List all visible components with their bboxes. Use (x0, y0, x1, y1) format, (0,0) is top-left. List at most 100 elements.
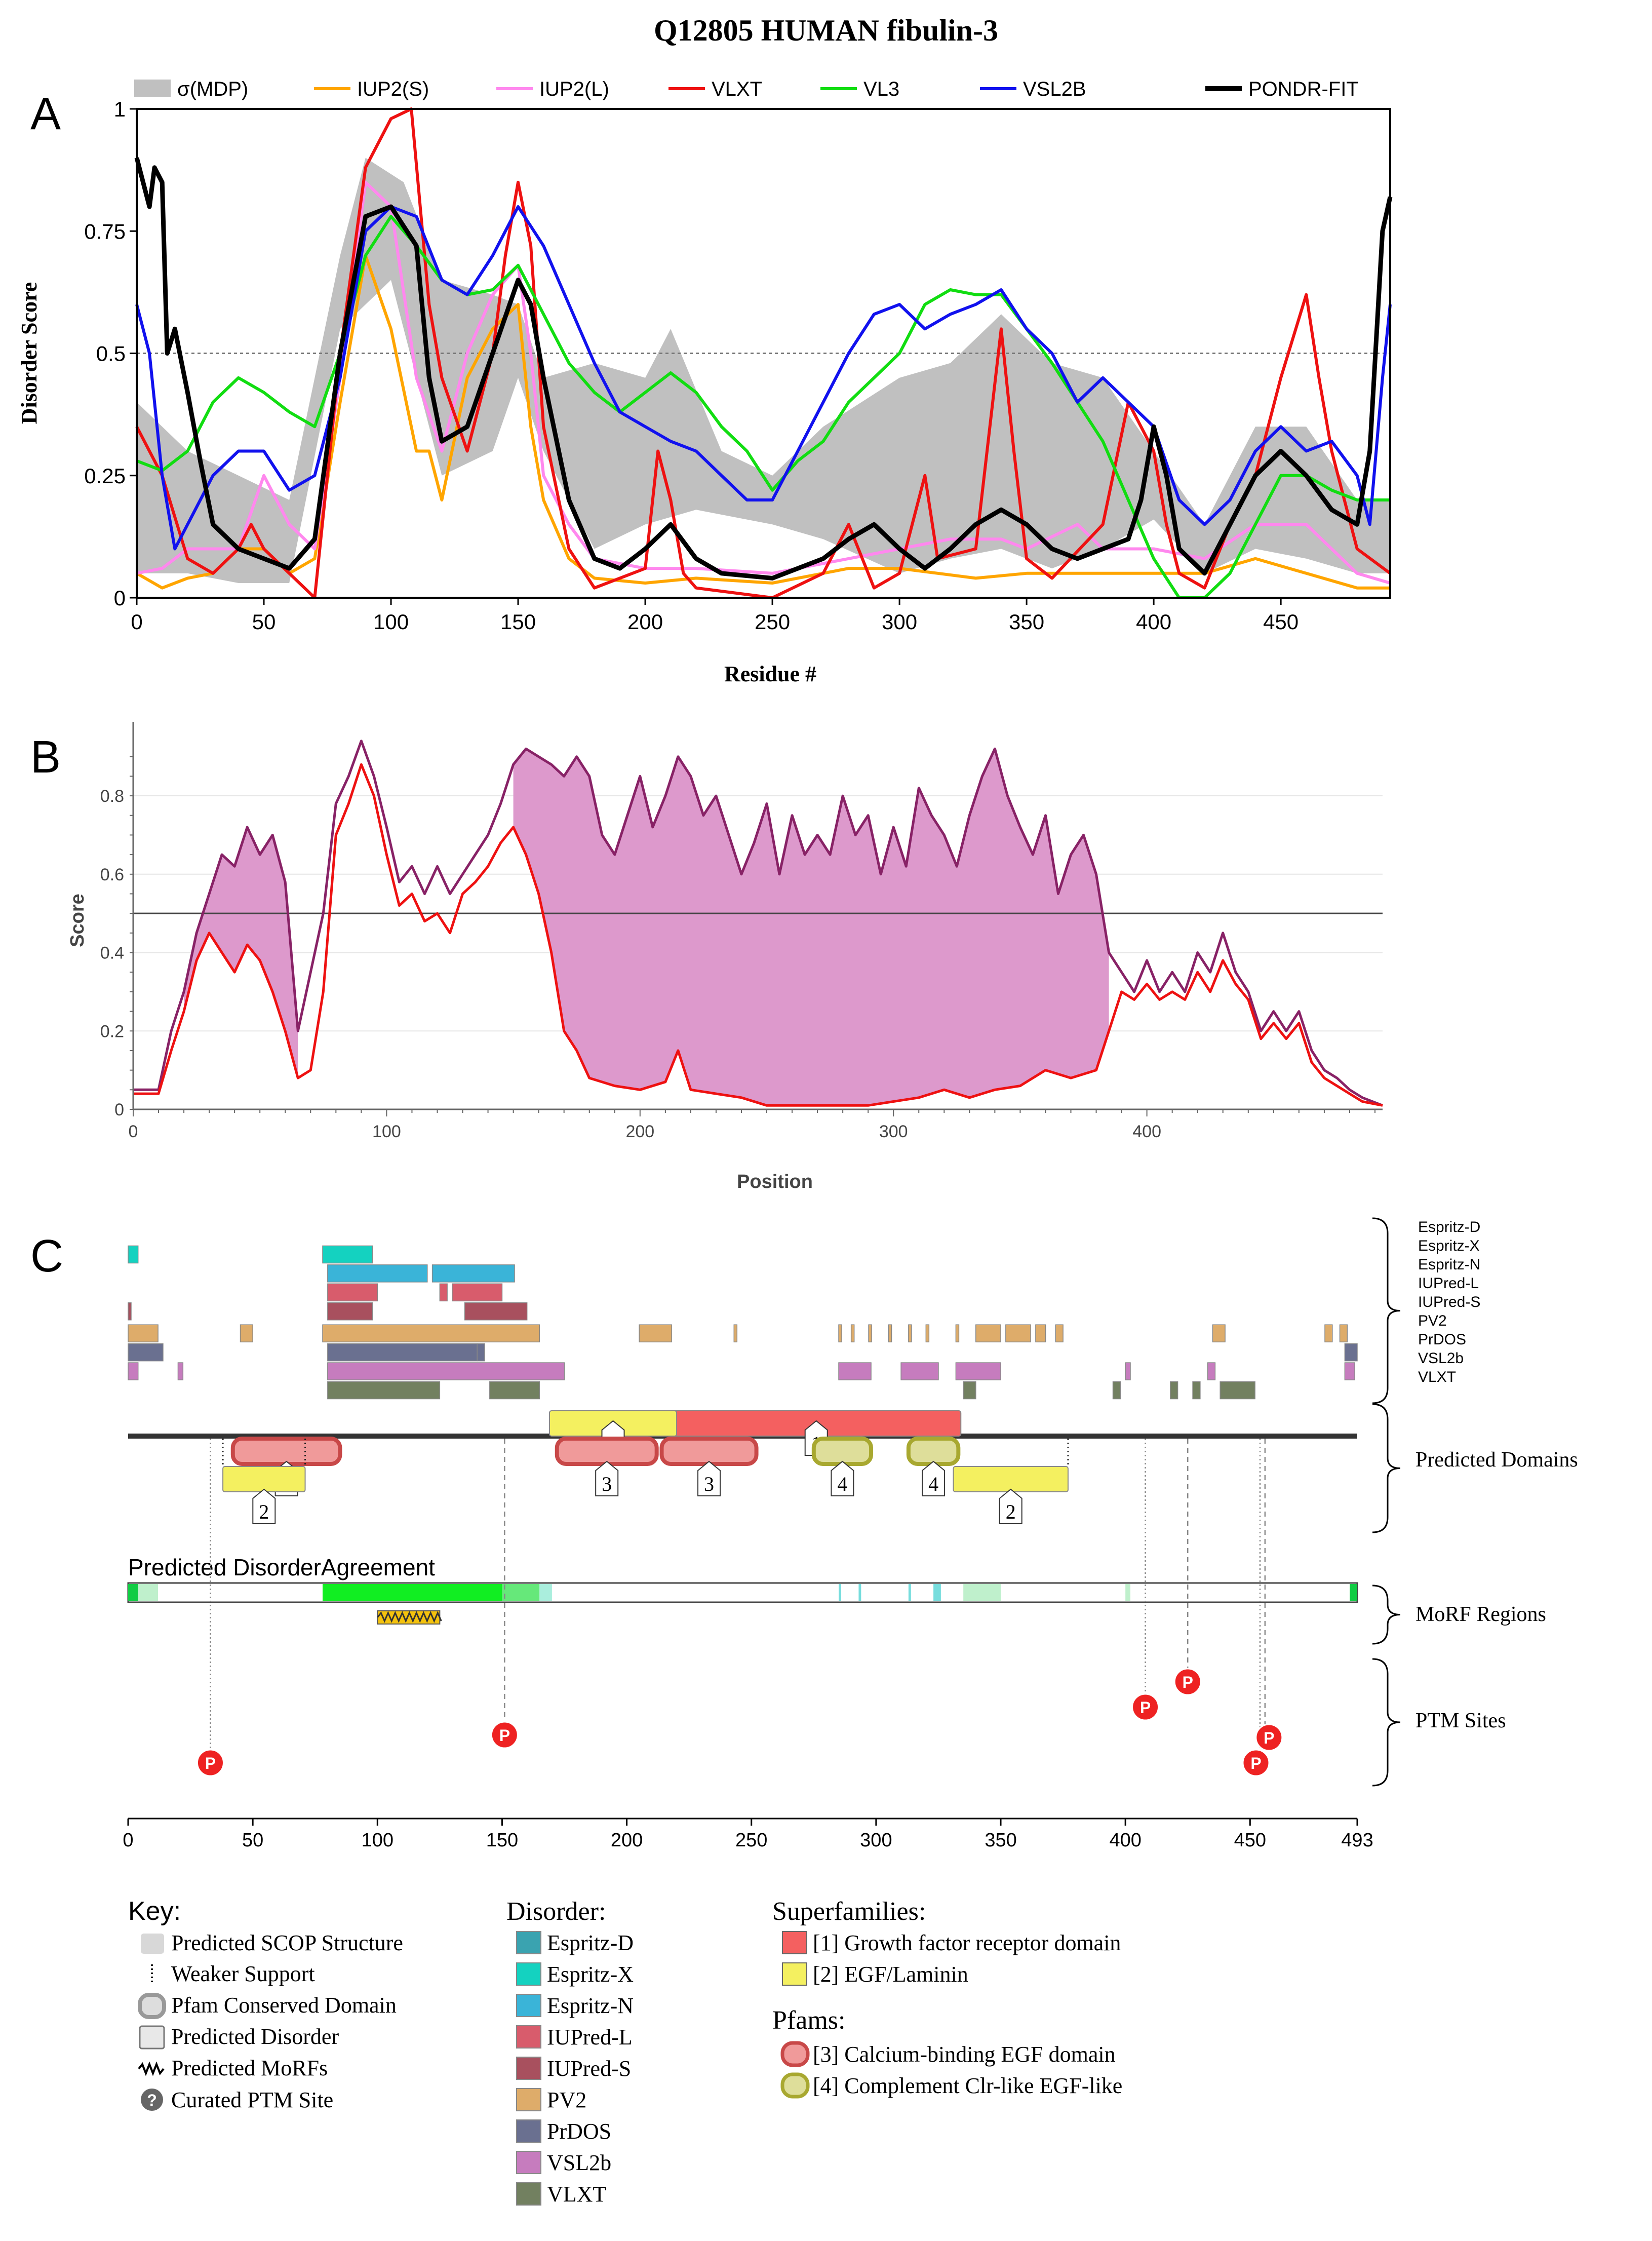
disorder-track-pv2-segment (975, 1324, 1001, 1342)
disorder-track-pv2-segment (639, 1324, 672, 1342)
bracket-morf-regions (1372, 1585, 1401, 1645)
agreement-segment (138, 1584, 159, 1601)
domain-tag (922, 1460, 946, 1496)
chart-c-x-tick-label: 450 (1234, 1830, 1266, 1851)
chart-a-series-vsl2b (135, 205, 1392, 551)
disorder-track-vlx-segment (1192, 1381, 1201, 1400)
legend-disorder-swatch (516, 2088, 541, 2111)
ptm-site-icon (490, 1721, 519, 1749)
chart-c-x-tick-label: 350 (985, 1830, 1016, 1851)
key-icon-ptm-glyph: ? (147, 2091, 157, 2109)
domain-tag-label: 2 (1006, 1500, 1016, 1523)
legend-disorder-swatch (516, 1994, 541, 2017)
domain-tag-label: 3 (602, 1473, 612, 1495)
ptm-site-icon (1131, 1693, 1160, 1721)
disorder-track-vsl-segment (327, 1362, 565, 1380)
disorder-track-pv2-segment (240, 1324, 253, 1342)
domain-pfam-3 (230, 1437, 342, 1466)
chart-c-x-tick-label: 300 (860, 1830, 892, 1851)
disorder-track-pv2-segment (322, 1324, 540, 1342)
ptm-site-icon (1173, 1668, 1202, 1696)
legend-disorder-item: IUPred-L (547, 2025, 633, 2050)
domain-tag-label: 4 (928, 1473, 938, 1495)
key-icon-scop (141, 1934, 164, 1954)
disorder-track-vlx-segment (1220, 1381, 1255, 1400)
panel-label-a: A (30, 89, 61, 139)
legend-disorder-swatch (516, 2151, 541, 2174)
chart-b-x-tick-label: 300 (879, 1122, 908, 1141)
disorder-track-vlx-segment (1112, 1381, 1121, 1400)
agreement-segment (839, 1584, 841, 1601)
chart-b-x-tick-label: 100 (372, 1122, 401, 1141)
bracket-predicted-domains (1372, 1403, 1401, 1533)
track-label: Espritz-N (1418, 1256, 1480, 1273)
chart-c-diagram: Espritz-D Espritz-X Espritz-N IUPred-L IUPre… (123, 1217, 1578, 2207)
disorder-track-ius-segment (128, 1302, 132, 1321)
legend-key-item: Pfam Conserved Domain (171, 1993, 397, 2018)
disorder-track-iul-segment (439, 1283, 448, 1302)
ptm-site-label: P (1264, 1729, 1274, 1747)
bracket-ptm-sites (1372, 1658, 1401, 1787)
domain-tag (999, 1488, 1022, 1524)
chart-a-x-tick-label: 100 (373, 610, 409, 634)
bracket-label-domains: Predicted Domains (1415, 1448, 1578, 1472)
domain-superfamily-2 (222, 1466, 306, 1492)
legend-label-4: VL3 (863, 78, 899, 100)
disorder-track-pv2-segment (1005, 1324, 1031, 1342)
disorder-track-esx-segment (128, 1245, 139, 1264)
legend-pfam-item: [3] Calcium-binding EGF domain (813, 2042, 1116, 2067)
domain-tag (831, 1460, 854, 1496)
disorder-track-vsl-segment (1125, 1362, 1131, 1380)
legend-disorder-item: VSL2b (547, 2150, 611, 2175)
legend-disorder-swatch (516, 1931, 541, 1954)
domain-tag-label: 3 (704, 1473, 714, 1495)
domain-pfam-3 (555, 1437, 659, 1466)
legend-superfamily-swatch (782, 1931, 807, 1954)
chart-a-x-tick-label: 250 (755, 610, 790, 634)
key-icon-morf (138, 2061, 165, 2076)
legend-disorder-item: PV2 (547, 2088, 586, 2112)
legend-key-item: Weaker Support (171, 1961, 315, 1986)
chart-b-y-tick-label: 0.4 (100, 944, 124, 963)
ptm-site-icon (196, 1749, 224, 1777)
legend-superfamily-swatch (782, 1962, 807, 1986)
disorder-track-vlx-segment (963, 1381, 976, 1400)
chart-a-y-tick-label: 1 (114, 97, 126, 121)
key-icon-disorder (139, 2025, 165, 2050)
chart-a-series-iup2-l- (136, 180, 1391, 585)
chart-c-x-tick-label: 50 (242, 1830, 263, 1851)
disorder-track-vlx-segment (1170, 1381, 1178, 1400)
disorder-track-pv2-segment (888, 1324, 892, 1342)
domain-tag (595, 1460, 619, 1496)
legend-label-2: IUP2(L) (539, 78, 609, 100)
chart-b-x-tick-label: 400 (1132, 1122, 1161, 1141)
panel-label-c: C (30, 1231, 63, 1282)
disorder-track-pv2-segment (1055, 1324, 1064, 1342)
chart-b-x-tick-label: 200 (625, 1122, 654, 1141)
legend-disorder-swatch (516, 2025, 541, 2049)
legend-pfam-swatch (780, 2072, 810, 2099)
disorder-track-iul-segment (327, 1283, 378, 1302)
morf-wave (377, 1611, 442, 1623)
chart-a-y-tick-label: 0.5 (96, 342, 126, 366)
agreement-segment (322, 1584, 502, 1601)
legend-disorder-swatch (516, 2057, 541, 2080)
legend-key-item: Predicted Disorder (171, 2024, 339, 2049)
ptm-site-label: P (499, 1726, 510, 1745)
track-label: VSL2b (1418, 1350, 1464, 1367)
domain-pfam-3 (659, 1437, 759, 1466)
key-icon-ptm (141, 2089, 163, 2111)
bracket-disorder-tracks (1372, 1217, 1401, 1404)
chart-a-x-tick-label: 0 (131, 610, 142, 634)
agreement-segment (539, 1584, 552, 1601)
disorder-track-pv2-segment (1339, 1324, 1348, 1342)
legend-label-3: VLXT (712, 78, 762, 100)
chart-a-band-sigma-mdp (137, 158, 1390, 583)
chart-a-x-tick-label: 350 (1009, 610, 1044, 634)
bracket-label-morf: MoRF Regions (1415, 1603, 1546, 1626)
chart-c-x-tick-label: 493 (1341, 1830, 1373, 1851)
domain-pfam-4 (906, 1437, 961, 1466)
agreement-bar (127, 1582, 1358, 1603)
disorder-track-pv2-segment (1324, 1324, 1333, 1342)
